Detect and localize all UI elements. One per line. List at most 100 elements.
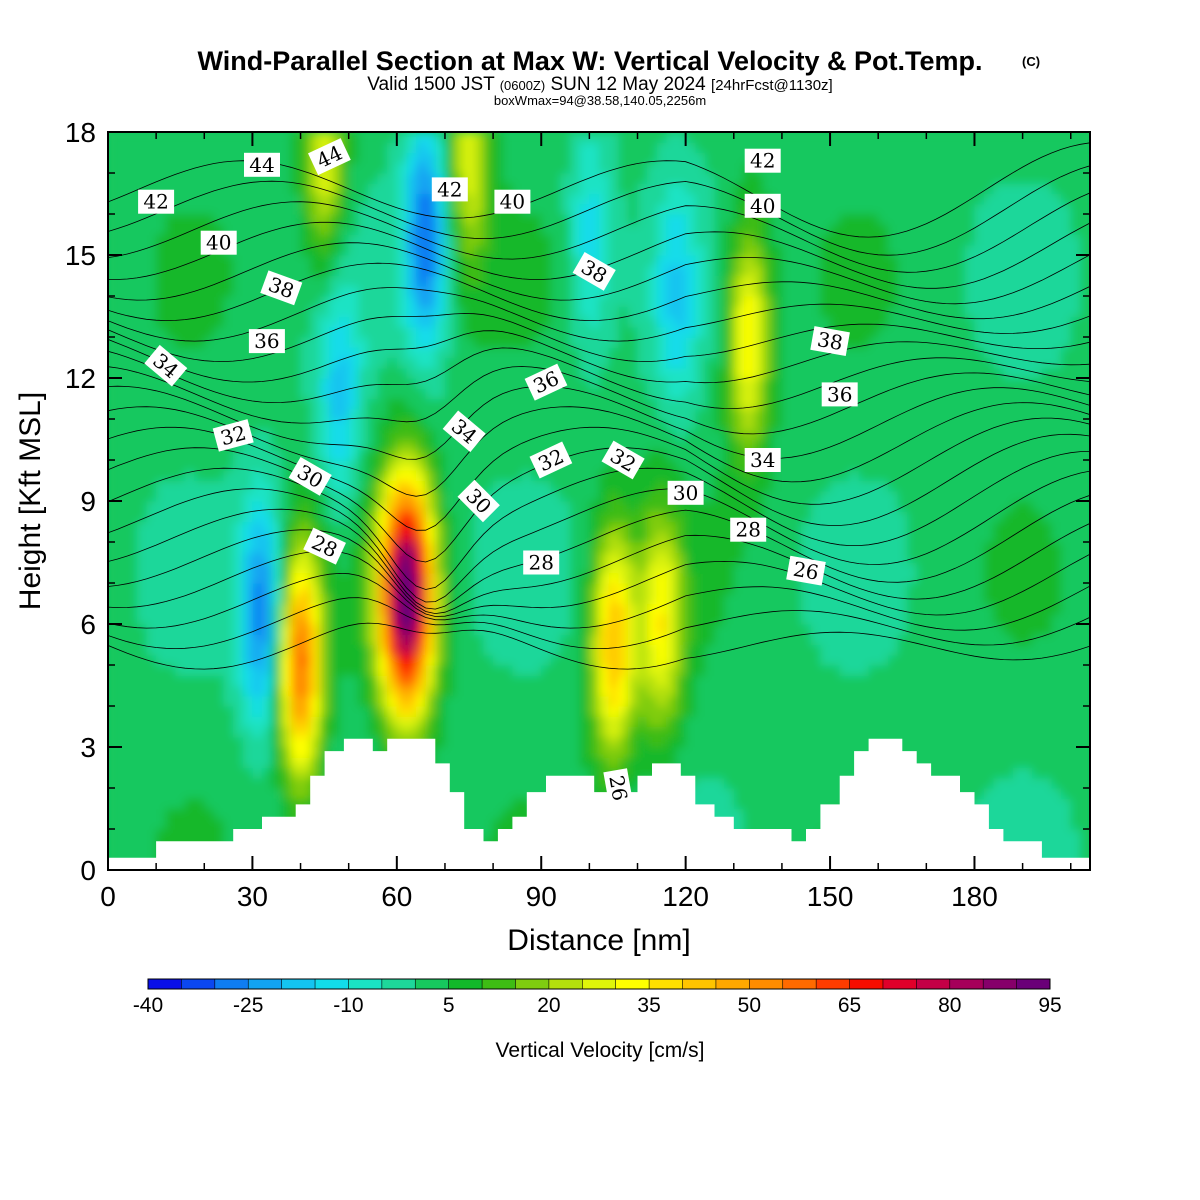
velocity-cell xyxy=(213,818,225,830)
velocity-cell xyxy=(473,439,484,451)
velocity-cell xyxy=(358,654,369,666)
velocity-cell xyxy=(377,316,388,328)
velocity-cell xyxy=(117,777,128,789)
velocity-cell xyxy=(262,378,273,389)
velocity-cell xyxy=(290,449,302,461)
velocity-cell xyxy=(117,603,128,615)
velocity-cell xyxy=(127,767,138,779)
velocity-cell xyxy=(416,695,427,707)
velocity-cell xyxy=(281,695,292,707)
velocity-cell xyxy=(656,285,667,297)
velocity-cell xyxy=(647,429,658,441)
velocity-cell xyxy=(589,675,600,687)
velocity-cell xyxy=(570,316,581,328)
velocity-cell xyxy=(127,757,138,769)
velocity-cell xyxy=(136,757,148,769)
velocity-cell xyxy=(589,634,600,646)
velocity-cell xyxy=(185,337,196,348)
velocity-cell xyxy=(454,593,465,605)
velocity-cell xyxy=(271,132,282,143)
velocity-cell xyxy=(493,603,504,615)
velocity-cell xyxy=(676,644,687,656)
velocity-cell xyxy=(454,654,465,666)
velocity-cell xyxy=(743,747,754,758)
velocity-cell xyxy=(204,726,215,738)
velocity-cell xyxy=(136,234,148,246)
velocity-cell xyxy=(570,244,581,256)
velocity-cell xyxy=(329,665,340,676)
velocity-cell xyxy=(570,706,581,717)
velocity-cell xyxy=(570,511,581,523)
velocity-cell xyxy=(213,480,225,492)
velocity-cell xyxy=(367,624,379,635)
velocity-cell xyxy=(290,531,302,543)
velocity-cell xyxy=(676,244,687,256)
velocity-cell xyxy=(223,408,234,420)
velocity-cell xyxy=(570,593,581,605)
velocity-cell xyxy=(483,429,494,441)
velocity-cell xyxy=(416,726,427,738)
velocity-cell xyxy=(358,162,369,174)
velocity-cell xyxy=(262,265,273,277)
velocity-cell xyxy=(473,798,484,810)
velocity-cell xyxy=(473,357,484,369)
velocity-cell xyxy=(762,665,773,676)
velocity-cell xyxy=(627,347,639,359)
velocity-cell xyxy=(223,285,234,297)
velocity-cell xyxy=(271,183,282,195)
velocity-cell xyxy=(358,234,369,246)
velocity-cell xyxy=(579,470,590,482)
velocity-cell xyxy=(647,531,658,543)
velocity-cell xyxy=(165,347,176,359)
velocity-cell xyxy=(570,132,581,143)
velocity-cell xyxy=(387,265,398,277)
velocity-cell xyxy=(724,736,735,748)
velocity-cell xyxy=(329,644,340,656)
velocity-cell xyxy=(416,419,427,430)
velocity-cell xyxy=(454,234,465,246)
velocity-cell xyxy=(589,193,600,205)
velocity-cell xyxy=(714,501,725,512)
velocity-cell xyxy=(367,367,379,379)
velocity-cell xyxy=(416,388,427,400)
velocity-cell xyxy=(589,695,600,707)
velocity-cell xyxy=(175,788,186,799)
velocity-cell xyxy=(753,572,764,584)
velocity-cell xyxy=(367,265,379,277)
velocity-cell xyxy=(387,347,398,359)
velocity-cell xyxy=(464,398,475,410)
velocity-cell xyxy=(724,162,735,174)
velocity-cell xyxy=(204,255,215,266)
velocity-cell xyxy=(618,326,629,338)
velocity-cell xyxy=(570,142,581,154)
velocity-cell xyxy=(473,572,484,584)
velocity-cell xyxy=(271,726,282,738)
velocity-cell xyxy=(185,162,196,174)
velocity-cell xyxy=(647,736,658,748)
velocity-cell xyxy=(233,316,244,328)
velocity-cell xyxy=(493,572,504,584)
velocity-cell xyxy=(647,296,658,307)
velocity-cell xyxy=(743,480,754,492)
velocity-cell xyxy=(695,398,706,410)
velocity-cell xyxy=(310,521,321,533)
velocity-cell xyxy=(714,562,725,574)
velocity-cell xyxy=(310,296,321,307)
velocity-cell xyxy=(329,583,340,594)
velocity-cell xyxy=(733,429,744,441)
velocity-cell xyxy=(473,818,484,830)
velocity-cell xyxy=(685,665,696,676)
velocity-cell xyxy=(339,224,350,236)
velocity-cell xyxy=(589,296,600,307)
velocity-cell xyxy=(512,747,523,758)
velocity-cell xyxy=(627,654,639,666)
velocity-cell xyxy=(589,511,600,523)
velocity-cell xyxy=(502,152,513,164)
velocity-cell xyxy=(522,757,533,769)
velocity-cell xyxy=(473,408,484,420)
velocity-cell xyxy=(136,326,148,338)
velocity-cell xyxy=(185,255,196,266)
velocity-cell xyxy=(647,439,658,451)
velocity-cell xyxy=(531,695,542,707)
velocity-cell xyxy=(733,408,744,420)
